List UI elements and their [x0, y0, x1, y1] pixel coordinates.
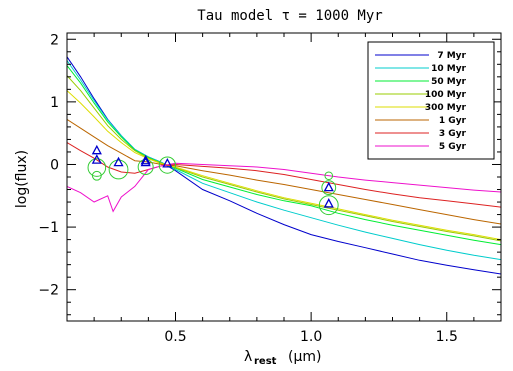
triangle-marker-5: [140, 154, 151, 165]
x-tick-label: 1.5: [436, 329, 458, 345]
legend-label-10-myr: 10 Myr: [431, 64, 466, 74]
legend-box: [367, 41, 495, 160]
triangle-marker-6: [162, 157, 173, 168]
legend: 7 Myr 10 Myr 50 Myr 100 Myr 300 Myr 1 Gyr 3 Gy…: [367, 41, 495, 160]
y-axis-label: log(flux): [14, 150, 30, 208]
triangle-marker-1: [91, 144, 102, 155]
series-line-10-myr: [67, 60, 501, 261]
y-tick-label: 2: [50, 32, 59, 48]
series-line-100-myr: [67, 75, 501, 242]
chart-title: Tau model τ = 1000 Myr: [197, 8, 382, 24]
legend-label-5-gyr: 5 Gyr: [439, 142, 467, 152]
circle-marker-7: [321, 180, 337, 196]
y-tick-label: −2: [38, 283, 59, 299]
triangle-marker-3: [113, 156, 124, 167]
legend-label-50-myr: 50 Myr: [431, 77, 466, 87]
series-line-5-gyr: [67, 162, 501, 213]
circle-marker-2: [87, 158, 107, 177]
circle-marker-4: [137, 158, 154, 175]
series-line-1-gyr: [67, 118, 501, 225]
circle-marker-6: [324, 171, 334, 181]
tick-group: 0.5 1.0 1.5 2 1 0 −1 −2: [38, 32, 502, 345]
legend-items: 7 Myr 10 Myr 50 Myr 100 Myr 300 Myr 1 Gyr 3 Gy…: [375, 51, 467, 152]
legend-label-100-myr: 100 Myr: [425, 90, 467, 100]
legend-label-300-myr: 300 Myr: [425, 103, 467, 113]
triangle-marker-8: [323, 198, 334, 208]
x-axis-label-sub: rest: [254, 356, 277, 367]
circle-marker-3: [108, 159, 129, 180]
triangle-marker-4: [140, 156, 151, 167]
series-line-50-myr: [67, 65, 501, 246]
y-tick-label: 1: [50, 95, 59, 111]
circle-marker-8: [318, 195, 339, 216]
legend-label-3-gyr: 3 Gyr: [439, 129, 467, 139]
y-tick-label: −1: [38, 220, 59, 236]
triangle-marker-2: [91, 154, 102, 164]
x-axis-label: λ rest (μm): [244, 349, 321, 367]
legend-label-1-gyr: 1 Gyr: [439, 116, 467, 126]
y-tick-label: 0: [50, 157, 59, 173]
x-tick-label: 0.5: [164, 329, 186, 345]
x-tick-label: 1.0: [300, 329, 322, 345]
legend-label-7-myr: 7 Myr: [437, 51, 466, 61]
marker-group: [87, 144, 339, 216]
x-axis-label-main: λ: [244, 349, 252, 365]
series-group: [67, 56, 501, 275]
triangle-marker-7: [323, 181, 334, 192]
series-line-3-gyr: [67, 142, 501, 208]
x-axis-label-unit: (μm): [288, 349, 321, 365]
circle-marker-5: [158, 156, 176, 174]
series-line-300-myr: [67, 90, 501, 241]
